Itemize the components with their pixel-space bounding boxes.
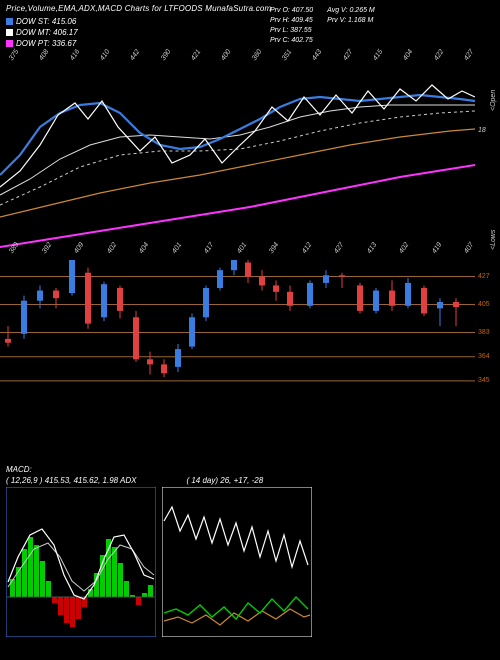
axis-label-lows: <Lows <box>490 230 497 250</box>
line-label-18: 18 <box>478 127 486 134</box>
indicator-panels: MACD: ( 12,26,9 ) 415.53, 415.62, 1.98 A… <box>6 465 496 635</box>
macd-params: ( 12,26,9 ) 415.53, 415.62, 1.98 ADX <box>6 476 136 485</box>
candlestick-chart: 427405383364345 <box>0 260 500 400</box>
macd-panel <box>6 487 156 637</box>
chart-title: Price,Volume,EMA,ADX,MACD Charts for LTF… <box>6 4 271 13</box>
mid-axis-ticks: 3893924094024044014174013944124274134024… <box>0 243 475 255</box>
upper-line-chart: <Open 18 3893924094024044014174013944124… <box>0 55 500 255</box>
ohlc-stats: Prv O: 407.50Prv H: 409.45Prv L: 387.55P… <box>270 6 387 46</box>
adx-params: ( 14 day) 26, +17, -28 <box>186 476 263 485</box>
adx-panel <box>162 487 312 637</box>
macd-title: MACD: <box>6 465 32 474</box>
legend: DOW ST: 415.06DOW MT: 406.17DOW PT: 336.… <box>6 16 78 49</box>
axis-label-open: <Open <box>490 90 497 111</box>
